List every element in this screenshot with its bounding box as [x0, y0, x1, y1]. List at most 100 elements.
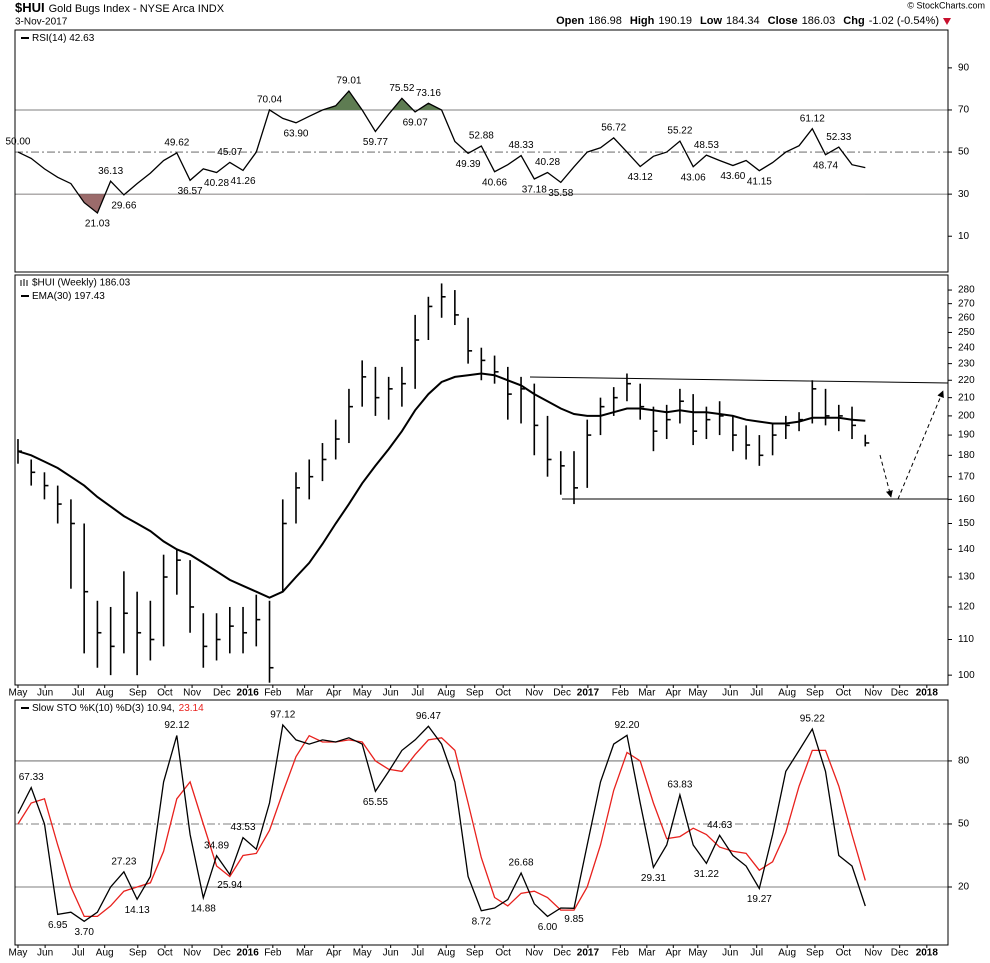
x-tick-label: Sep	[466, 948, 484, 959]
y-tick-label: 70	[958, 105, 970, 116]
legend: Slow STO %K(10) %D(3) 10.94, 23.14	[32, 703, 204, 714]
quote-value: -1.02 (-0.54%)	[869, 15, 939, 27]
series-line	[17, 372, 866, 599]
value-label: 29.66	[111, 200, 136, 211]
value-label: 26.68	[509, 858, 534, 869]
value-label: 34.89	[204, 840, 229, 851]
y-tick-label: 170	[958, 471, 975, 482]
value-label: 40.66	[482, 177, 507, 188]
x-tick-label: Aug	[437, 688, 455, 699]
value-label: 79.01	[336, 76, 361, 87]
x-tick-label: 2017	[577, 948, 600, 959]
x-tick-label: Jun	[383, 948, 399, 959]
symbol: $HUI	[15, 0, 45, 15]
x-tick-label: Nov	[864, 948, 882, 959]
legend-entry: 23.14	[179, 703, 204, 714]
x-tick-label: Dec	[891, 948, 909, 959]
down-arrow	[943, 18, 951, 25]
series-line	[17, 734, 866, 918]
credit: © StockCharts.com	[907, 0, 985, 10]
value-label: 44.63	[707, 820, 732, 831]
value-label: 8.72	[472, 916, 492, 927]
x-tick-label: Nov	[864, 688, 882, 699]
value-label: 21.03	[85, 219, 110, 230]
value-label: 48.33	[509, 140, 534, 151]
y-tick-label: 190	[958, 430, 975, 441]
x-tick-label: Dec	[213, 688, 231, 699]
value-label: 37.18	[522, 185, 547, 196]
y-tick-label: 110	[958, 634, 974, 645]
x-tick-label: Sep	[129, 948, 147, 959]
value-label: 55.22	[667, 126, 692, 137]
x-tick-label: May	[688, 688, 707, 699]
value-label: 48.53	[694, 140, 719, 151]
value-label: 48.74	[813, 160, 838, 171]
value-label: 49.62	[164, 137, 189, 148]
x-tick-label: Apr	[326, 688, 342, 699]
quote: Open 186.98 High 190.19 Low 184.34 Close 186.03…	[556, 15, 939, 27]
x-tick-label: Jul	[750, 688, 763, 699]
y-tick-label: 200	[958, 411, 975, 422]
x-tick-label: Mar	[296, 948, 314, 959]
x-tick-label: Dec	[891, 688, 909, 699]
x-tick-label: Aug	[96, 948, 114, 959]
value-label: 27.23	[111, 856, 136, 867]
value-label: 56.72	[601, 123, 626, 134]
x-tick-label: Aug	[778, 948, 796, 959]
x-tick-label: Aug	[437, 948, 455, 959]
legend-icon	[20, 279, 28, 286]
x-tick-label: Jul	[72, 688, 85, 699]
x-tick-label: Dec	[213, 948, 231, 959]
x-tick-label: Sep	[129, 688, 147, 699]
x-tick-label: Jun	[37, 948, 53, 959]
y-tick-label: 270	[958, 298, 975, 309]
x-tick-label: Jun	[383, 688, 399, 699]
value-label: 43.06	[681, 172, 706, 183]
y-tick-label: 50	[958, 147, 970, 158]
x-tick-label: Mar	[296, 688, 314, 699]
x-tick-label: May	[9, 948, 28, 959]
legend-entry: EMA(30) 197.43	[32, 291, 105, 302]
y-tick-label: 160	[958, 494, 975, 505]
quote-value: 184.34	[726, 15, 760, 27]
y-tick-label: 120	[958, 602, 975, 613]
x-tick-label: Nov	[183, 688, 201, 699]
panel	[15, 723, 948, 923]
x-tick-label: Oct	[836, 948, 852, 959]
quote-value: 186.03	[802, 15, 836, 27]
x-tick-label: 2017	[577, 688, 600, 699]
panel	[17, 283, 870, 683]
panel-frame	[14, 274, 949, 686]
y-tick-label: 30	[958, 189, 970, 200]
x-tick-label: 2016	[237, 948, 260, 959]
x-tick-label: Oct	[157, 948, 173, 959]
y-tick-label: 220	[958, 375, 975, 386]
x-tick-label: Nov	[525, 688, 543, 699]
value-label: 67.33	[19, 772, 44, 783]
y-tick-label: 10	[958, 231, 970, 242]
panel-frame	[14, 699, 949, 946]
x-tick-label: Jul	[411, 688, 424, 699]
x-tick-label: Nov	[525, 948, 543, 959]
value-label: 6.95	[48, 920, 68, 931]
value-label: 69.07	[403, 118, 428, 129]
x-tick-label: Mar	[638, 948, 656, 959]
y-tick-label: 230	[958, 358, 975, 369]
series-line	[17, 89, 866, 215]
value-label: 52.33	[826, 132, 851, 143]
y-tick-label: 90	[958, 63, 970, 74]
y-tick-label: 240	[958, 342, 975, 353]
value-label: 40.28	[204, 178, 229, 189]
x-tick-label: Jul	[411, 948, 424, 959]
value-label: 36.57	[178, 186, 203, 197]
value-label: 63.83	[667, 780, 692, 791]
value-label: 96.47	[416, 711, 441, 722]
value-label: 50.00	[5, 137, 30, 148]
x-tick-label: Apr	[666, 948, 682, 959]
x-tick-label: Mar	[638, 688, 656, 699]
y-tick-label: 180	[958, 450, 975, 461]
x-tick-label: Jun	[722, 688, 738, 699]
oversold-fill	[78, 194, 125, 213]
